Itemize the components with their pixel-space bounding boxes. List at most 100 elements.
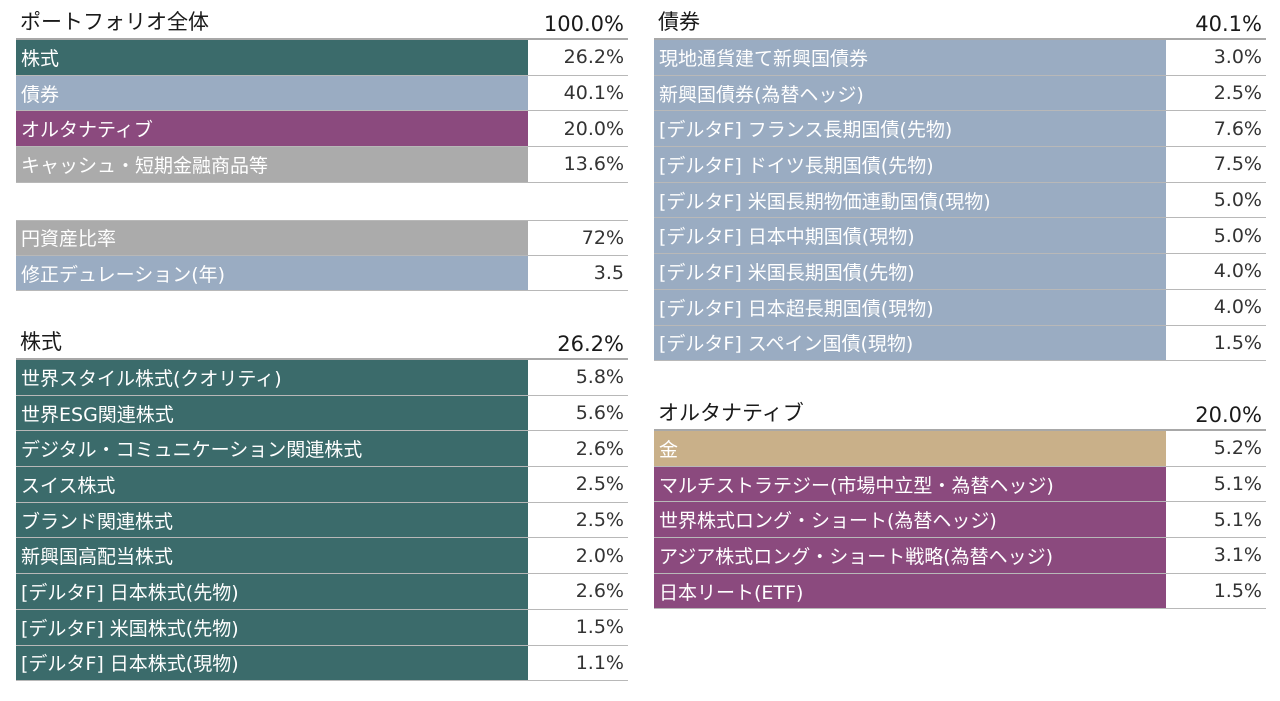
portfolio-title: ポートフォリオ全体 (20, 10, 209, 34)
row-value: 3.5 (528, 255, 628, 291)
row-label: オルタナティブ (16, 111, 528, 147)
row-value: 5.6% (528, 395, 628, 431)
table-row: [デルタF] 日本株式(現物) 1.1% (16, 645, 628, 682)
row-value: 1.5% (1166, 325, 1266, 361)
table-row: 現地通貨建て新興国債券 3.0% (654, 40, 1266, 76)
row-value: 5.0% (1166, 182, 1266, 218)
table-row: 円資産比率 72% (16, 220, 628, 256)
table-row: 金 5.2% (654, 431, 1266, 467)
row-value: 2.6% (528, 431, 628, 467)
alternative-table: オルタナティブ 20.0% 金 5.2% マルチストラテジー(市場中立型・為替ヘッジ… (654, 399, 1266, 610)
row-value: 2.6% (528, 574, 628, 609)
row-label: [デルタF] ドイツ長期国債(先物) (654, 147, 1166, 182)
bond-header: 債券 40.1% (654, 8, 1266, 40)
row-label: [デルタF] 米国長期物価連動国債(現物) (654, 182, 1166, 218)
portfolio-table: ポートフォリオ全体 100.0% 株式 26.2% 債券 40.1% オルタナティブ 20… (16, 8, 628, 183)
row-value: 5.1% (1166, 466, 1266, 502)
row-value: 26.2% (528, 40, 628, 75)
table-row: 修正デュレーション(年) 3.5 (16, 255, 628, 292)
row-label: 世界ESG関連株式 (16, 395, 528, 431)
row-value: 5.0% (1166, 218, 1266, 254)
table-row: [デルタF] 日本中期国債(現物) 5.0% (654, 218, 1266, 255)
row-label: [デルタF] 米国株式(先物) (16, 609, 528, 645)
row-label: 修正デュレーション(年) (16, 255, 528, 291)
row-value: 4.0% (1166, 254, 1266, 289)
table-row: キャッシュ・短期金融商品等 13.6% (16, 147, 628, 183)
table-row: 世界スタイル株式(クオリティ) 5.8% (16, 360, 628, 396)
table-row: [デルタF] ドイツ長期国債(先物) 7.5% (654, 147, 1266, 183)
row-value: 1.1% (528, 645, 628, 681)
row-value: 5.8% (528, 360, 628, 395)
alternative-title: オルタナティブ (658, 401, 804, 425)
portfolio-header: ポートフォリオ全体 100.0% (16, 8, 628, 40)
row-label: [デルタF] 日本中期国債(現物) (654, 218, 1166, 254)
table-row: ブランド関連株式 2.5% (16, 502, 628, 539)
alternative-header: オルタナティブ 20.0% (654, 399, 1266, 431)
table-row: 世界株式ロング・ショート(為替ヘッジ) 5.1% (654, 502, 1266, 539)
row-label: [デルタF] フランス長期国債(先物) (654, 111, 1166, 147)
row-label: ブランド関連株式 (16, 502, 528, 538)
row-label: [デルタF] 米国長期国債(先物) (654, 254, 1166, 289)
table-row: マルチストラテジー(市場中立型・為替ヘッジ) 5.1% (654, 466, 1266, 503)
row-value: 2.5% (528, 502, 628, 538)
bond-table: 債券 40.1% 現地通貨建て新興国債券 3.0% 新興国債券(為替ヘッジ) 2.5%… (654, 8, 1266, 362)
table-row: [デルタF] スペイン国債(現物) 1.5% (654, 325, 1266, 362)
row-value: 7.6% (1166, 111, 1266, 147)
table-row: オルタナティブ 20.0% (16, 111, 628, 148)
alternative-rows: 金 5.2% マルチストラテジー(市場中立型・為替ヘッジ) 5.1% 世界株式ロング・シ… (654, 431, 1266, 610)
equity-rows: 世界スタイル株式(クオリティ) 5.8% 世界ESG関連株式 5.6% デジタル・コミュ… (16, 360, 628, 682)
row-label: 新興国債券(為替ヘッジ) (654, 75, 1166, 111)
row-label: [デルタF] 日本株式(先物) (16, 574, 528, 609)
row-value: 4.0% (1166, 289, 1266, 325)
equity-title: 株式 (20, 330, 62, 354)
bond-title: 債券 (658, 10, 700, 34)
table-row: [デルタF] フランス長期国債(先物) 7.6% (654, 111, 1266, 148)
row-label: [デルタF] スペイン国債(現物) (654, 325, 1166, 361)
row-value: 3.1% (1166, 538, 1266, 573)
bond-total: 40.1% (1195, 12, 1262, 36)
equity-total: 26.2% (557, 332, 624, 356)
table-row: スイス株式 2.5% (16, 467, 628, 503)
table-row: 株式 26.2% (16, 40, 628, 76)
alternative-total: 20.0% (1195, 403, 1262, 427)
table-row: 世界ESG関連株式 5.6% (16, 395, 628, 432)
row-label: マルチストラテジー(市場中立型・為替ヘッジ) (654, 466, 1166, 502)
equity-table: 株式 26.2% 世界スタイル株式(クオリティ) 5.8% 世界ESG関連株式 5.6… (16, 328, 628, 682)
row-label: 世界スタイル株式(クオリティ) (16, 360, 528, 395)
row-value: 72% (528, 221, 628, 255)
row-label: [デルタF] 日本株式(現物) (16, 645, 528, 681)
row-label: デジタル・コミュニケーション関連株式 (16, 431, 528, 467)
row-label: 円資産比率 (16, 221, 528, 255)
row-label: 現地通貨建て新興国債券 (654, 40, 1166, 75)
row-value: 1.5% (528, 609, 628, 645)
row-value: 1.5% (1166, 573, 1266, 609)
row-value: 5.2% (1166, 431, 1266, 466)
row-label: [デルタF] 日本超長期国債(現物) (654, 289, 1166, 325)
bond-rows: 現地通貨建て新興国債券 3.0% 新興国債券(為替ヘッジ) 2.5% [デルタF] フラ… (654, 40, 1266, 362)
row-value: 40.1% (528, 75, 628, 111)
table-row: 日本リート(ETF) 1.5% (654, 573, 1266, 610)
table-row: デジタル・コミュニケーション関連株式 2.6% (16, 431, 628, 468)
row-value: 2.5% (1166, 75, 1266, 111)
portfolio-rows: 株式 26.2% 債券 40.1% オルタナティブ 20.0% キャッシュ・短期金融商品等 1… (16, 40, 628, 183)
table-row: [デルタF] 米国株式(先物) 1.5% (16, 609, 628, 646)
row-value: 2.0% (528, 538, 628, 574)
row-value: 20.0% (528, 111, 628, 147)
row-value: 5.1% (1166, 502, 1266, 538)
row-value: 2.5% (528, 467, 628, 502)
ratio-table: 円資産比率 72% 修正デュレーション(年) 3.5 (16, 220, 628, 292)
table-row: [デルタF] 米国長期物価連動国債(現物) 5.0% (654, 182, 1266, 219)
row-label: 株式 (16, 40, 528, 75)
table-row: 債券 40.1% (16, 75, 628, 112)
row-label: キャッシュ・短期金融商品等 (16, 147, 528, 182)
row-label: 世界株式ロング・ショート(為替ヘッジ) (654, 502, 1166, 538)
table-row: [デルタF] 米国長期国債(先物) 4.0% (654, 254, 1266, 290)
row-label: 金 (654, 431, 1166, 466)
row-value: 3.0% (1166, 40, 1266, 75)
ratio-rows: 円資産比率 72% 修正デュレーション(年) 3.5 (16, 220, 628, 292)
row-value: 7.5% (1166, 147, 1266, 182)
row-label: スイス株式 (16, 467, 528, 502)
row-value: 13.6% (528, 147, 628, 182)
portfolio-total: 100.0% (543, 12, 624, 36)
table-row: 新興国債券(為替ヘッジ) 2.5% (654, 75, 1266, 112)
